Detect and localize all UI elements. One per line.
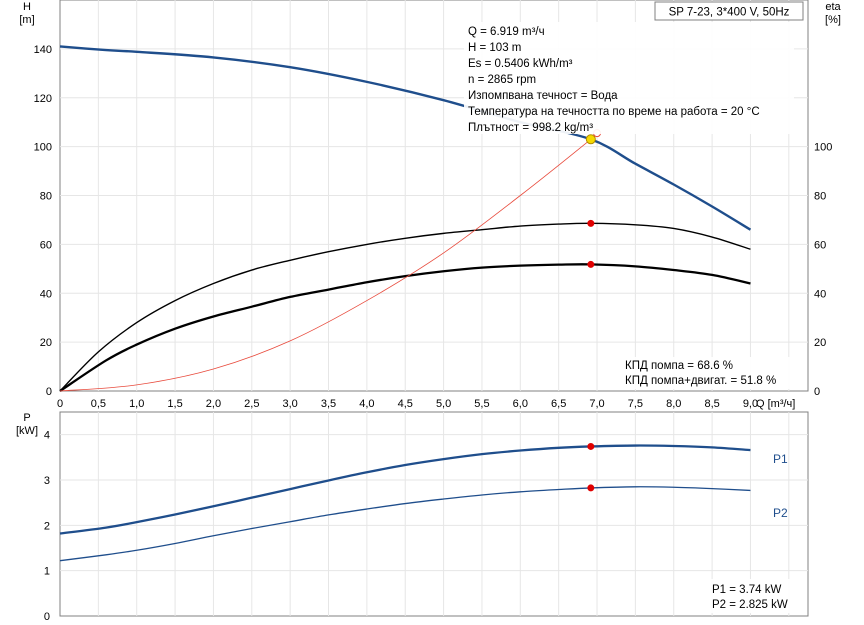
x-tick-label: 8,0 <box>666 398 681 410</box>
right-y-tick-label: 100 <box>814 142 832 154</box>
total-efficiency-note: КПД помпа+двигат. = 51.8 % <box>625 375 776 387</box>
right-y-tick-label: 20 <box>814 337 826 349</box>
x-tick-label: 3,0 <box>283 398 298 410</box>
x-tick-label: 5,0 <box>436 398 451 410</box>
series-line-eta_total <box>59 263 751 392</box>
power-note-background <box>706 579 804 613</box>
duty-point <box>587 442 595 450</box>
info-line: H = 103 m <box>468 42 521 54</box>
y-tick-label: 120 <box>34 93 52 105</box>
info-line: Температура на течността по време на раб… <box>468 106 760 118</box>
series-line-eta_pump <box>59 222 751 392</box>
p1-series-label: P1 <box>773 452 788 466</box>
x-tick-label: 0 <box>57 398 63 410</box>
x-tick-label: 7,5 <box>628 398 643 410</box>
x-tick-label: 4,5 <box>398 398 413 410</box>
power-line-p1 <box>59 444 751 535</box>
y-axis-label-p: P [kW] <box>16 412 38 437</box>
x-tick-label: 4,0 <box>359 398 374 410</box>
y-tick-label: 0 <box>46 386 52 398</box>
info-line: Плътност = 998.2 kg/m³ <box>468 122 593 134</box>
y-tick-label: 80 <box>40 191 52 203</box>
y-axis-label-h: H [m] <box>19 1 34 26</box>
x-tick-label: 6,0 <box>513 398 528 410</box>
lower-y-tick-labels: 0 1 2 3 4 <box>44 430 50 623</box>
x-tick-label: 9,0 <box>743 398 758 410</box>
x-axis-label: Q [m³/ч] <box>756 398 795 410</box>
y-axis-label-eta: eta [%] <box>825 1 841 26</box>
right-y-tick-label: 80 <box>814 191 826 203</box>
x-tick-label: 7,0 <box>589 398 604 410</box>
upper-series <box>59 45 752 392</box>
y-tick-label: 100 <box>34 142 52 154</box>
x-tick-label: 0,5 <box>91 398 106 410</box>
efficiency-note-background <box>620 357 790 389</box>
upper-y-tick-labels: 0 20 40 60 80 100 120 140 <box>34 44 52 398</box>
duty-point <box>587 219 595 227</box>
y-tick-label: 140 <box>34 44 52 56</box>
power-panel: 0 1 2 3 4 P [kW] P1 P2 P1 = 3.74 kW P2 = 2.82… <box>16 411 809 623</box>
right-y-tick-label: 40 <box>814 288 826 300</box>
y-tick-label: 2 <box>44 520 50 532</box>
x-tick-label: 6,5 <box>551 398 566 410</box>
y-tick-label: 4 <box>44 430 50 442</box>
right-y-tick-label: 60 <box>814 239 826 251</box>
title-box <box>654 1 804 21</box>
head-efficiency-panel: 0 20 40 60 80 100 120 140 0 20 40 60 80 100 0 0,5 1,0 1… <box>19 0 842 410</box>
y-tick-label: 3 <box>44 475 50 487</box>
x-tick-labels: 0 0,5 1,0 1,5 2,0 2,5 3,0 3,5 4,0 4,5 5,0 5,5 6,0 6,5… <box>57 398 758 410</box>
x-tick-label: 1,5 <box>167 398 182 410</box>
duty-point <box>587 484 595 492</box>
operating-info: Q = 6.919 m³/ч H = 103 m Es = 0.5406 kWh/m… <box>468 26 760 134</box>
series-line-H <box>59 45 752 231</box>
info-box-background <box>464 22 794 134</box>
duty-point <box>585 134 596 145</box>
info-line: Es = 0.5406 kWh/m³ <box>468 58 573 70</box>
pump-efficiency-note: КПД помпа = 68.6 % <box>625 360 733 372</box>
lower-duty-points <box>587 442 595 492</box>
x-tick-label: 1,0 <box>129 398 144 410</box>
x-tick-label: 2,5 <box>244 398 259 410</box>
power-line-p2 <box>59 486 751 562</box>
lower-series <box>59 444 751 562</box>
duty-point <box>587 260 595 268</box>
p2-value-note: P2 = 2.825 kW <box>712 599 788 611</box>
right-y-tick-label: 0 <box>814 386 820 398</box>
y-tick-label: 40 <box>40 288 52 300</box>
y-tick-label: 0 <box>44 611 50 623</box>
x-tick-label: 3,5 <box>321 398 336 410</box>
p1-value-note: P1 = 3.74 kW <box>712 584 781 596</box>
info-line: Q = 6.919 m³/ч <box>468 26 545 38</box>
x-tick-label: 8,5 <box>704 398 719 410</box>
x-tick-label: 5,5 <box>474 398 489 410</box>
info-line: n = 2865 rpm <box>468 74 536 86</box>
h-curve-extension <box>59 46 107 51</box>
y-tick-label: 60 <box>40 239 52 251</box>
y-tick-label: 1 <box>44 566 50 578</box>
x-tick-label: 2,0 <box>206 398 221 410</box>
y-tick-label: 20 <box>40 337 52 349</box>
chart-title: SP 7-23, 3*400 V, 50Hz <box>669 7 790 19</box>
upper-right-y-tick-labels: 0 20 40 60 80 100 <box>814 142 832 398</box>
series-line-system <box>59 132 599 392</box>
p2-series-label: P2 <box>773 506 788 520</box>
info-line: Изпомпвана течност = Вода <box>468 90 618 102</box>
